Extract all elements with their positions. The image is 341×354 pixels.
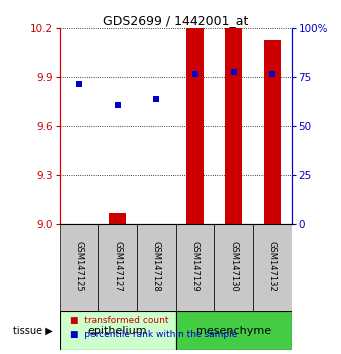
Bar	[214, 224, 253, 311]
Text: GSM147125: GSM147125	[74, 241, 84, 291]
Bar	[176, 224, 214, 311]
Bar	[225, 28, 242, 224]
Bar	[60, 224, 98, 311]
Bar	[137, 224, 176, 311]
Text: GSM147128: GSM147128	[152, 241, 161, 291]
Text: GSM147127: GSM147127	[113, 241, 122, 291]
Text: GSM147132: GSM147132	[268, 241, 277, 291]
Bar	[98, 224, 137, 311]
Bar	[186, 28, 204, 224]
Bar	[176, 311, 292, 350]
Text: GSM147129: GSM147129	[190, 241, 199, 291]
Bar	[109, 213, 126, 224]
Bar	[264, 40, 281, 224]
Bar	[60, 311, 176, 350]
Text: mesenchyme: mesenchyme	[196, 326, 271, 336]
Title: GDS2699 / 1442001_at: GDS2699 / 1442001_at	[103, 14, 248, 27]
Text: ■  percentile rank within the sample: ■ percentile rank within the sample	[70, 330, 237, 339]
Text: epithelium: epithelium	[88, 326, 147, 336]
Text: GSM147130: GSM147130	[229, 241, 238, 291]
Text: tissue ▶: tissue ▶	[13, 326, 53, 336]
Text: ■  transformed count: ■ transformed count	[70, 316, 168, 325]
Bar	[253, 224, 292, 311]
